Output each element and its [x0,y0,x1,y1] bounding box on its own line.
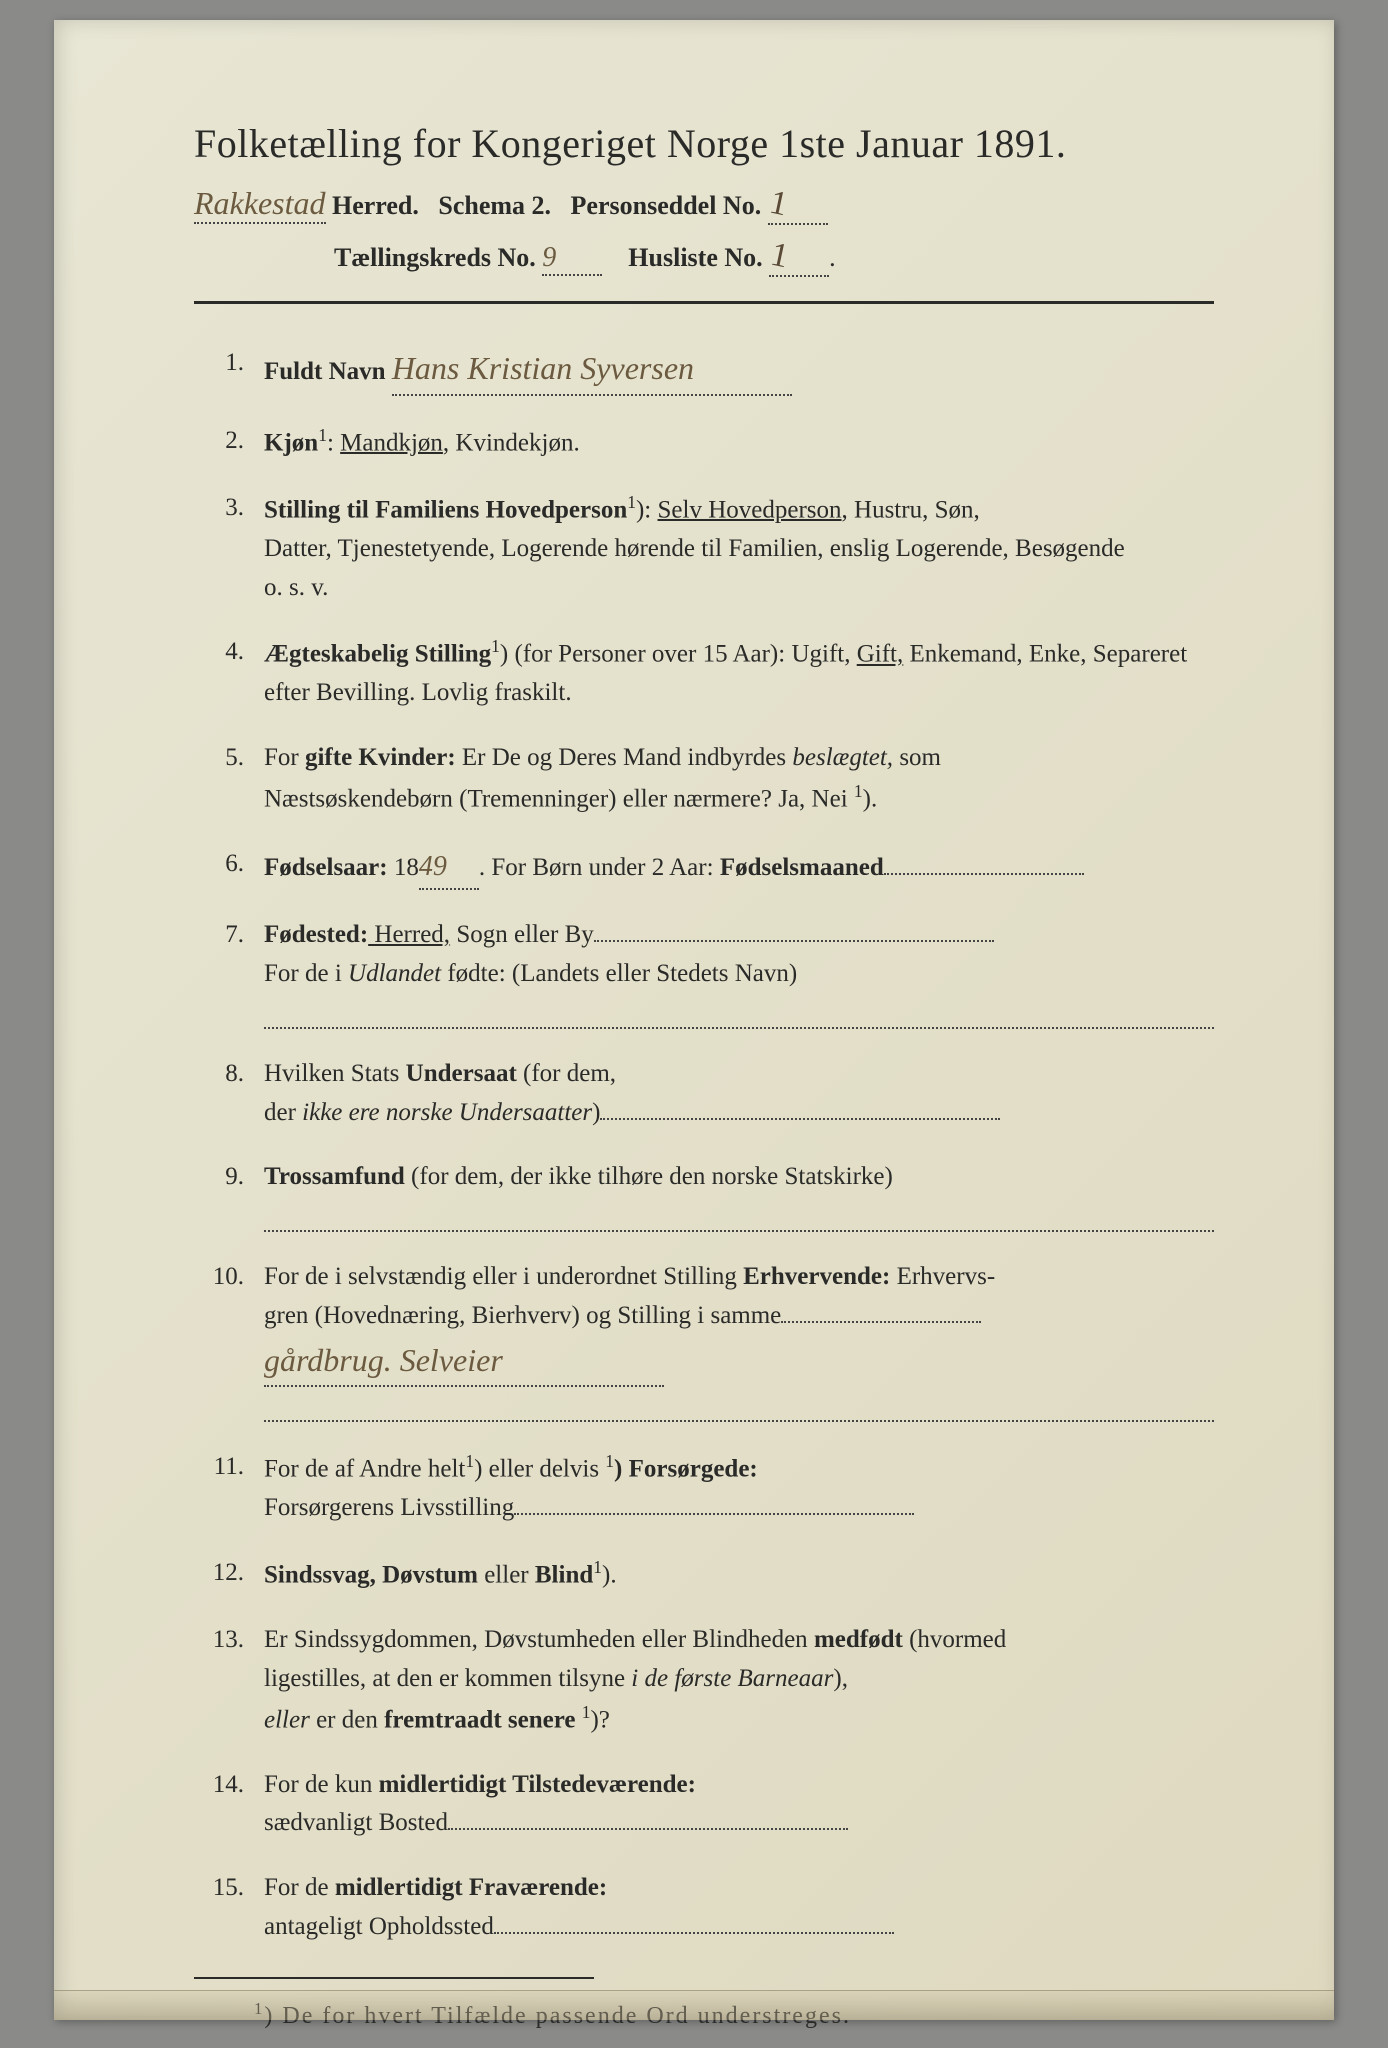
blank-opholdssted [494,1932,894,1934]
item-10: 10. For de i selvstændig eller i underor… [194,1258,1214,1422]
label-aegteskab: Ægteskabelig Stilling [264,641,491,668]
label-fravaerende: midlertidigt Fraværende: [335,1874,607,1901]
label-fodselsaar: Fødselsaar: [264,854,388,881]
item-15: 15. For de midlertidigt Fraværende: anta… [194,1869,1214,1947]
label-tilstedevaerende: midlertidigt Tilstedeværende: [379,1771,696,1798]
blank-undersaat [600,1118,1000,1120]
item-11: 11. For de af Andre helt1) eller delvis … [194,1448,1214,1528]
husliste-no: 1 [767,236,792,277]
blank-erhverv2 [264,1387,1214,1422]
herred-row: Rakkestad Herred. Schema 2. Personseddel… [194,185,1214,225]
value-year: 49 [419,851,447,882]
footnote-rule [194,1977,594,1979]
blank-bosted [448,1828,848,1830]
label-fodested: Fødested: [264,921,368,948]
blank-trossamfund [264,1197,1214,1232]
label-trossamfund: Trossamfund [264,1163,405,1190]
schema-label: Schema 2. [438,191,551,220]
item-12: 12. Sindssvag, Døvstum eller Blind1). [194,1554,1214,1595]
herred-label: Herred. [332,191,419,220]
item-4: 4. Ægteskabelig Stilling1) (for Personer… [194,633,1214,713]
header-rule [194,301,1214,304]
value-navn: Hans Kristian Syversen [392,350,694,386]
form-header: Folketælling for Kongeriget Norge 1ste J… [194,120,1214,277]
item-2: 2. Kjøn1: Mandkjøn, Kvindekjøn. [194,422,1214,463]
selected-hovedperson: Selv Hovedperson [658,496,842,523]
kreds-row: Tællingskreds No. 9 Husliste No. 1. [194,237,1214,277]
label-erhvervende: Erhvervende: [743,1263,890,1290]
label-stilling: Stilling til Familiens Hovedperson [264,496,627,523]
taelling-no: 9 [542,242,556,273]
blank-maaned [884,873,1084,875]
selected-gift: Gift, [857,641,904,668]
label-fodselsmaaned: Fødselsmaaned [720,854,884,881]
item-3: 3. Stilling til Familiens Hovedperson1):… [194,489,1214,608]
item-1: 1. Fuldt Navn Hans Kristian Syversen [194,344,1214,396]
label-medfodt: medfødt [814,1626,903,1653]
label-kjon: Kjøn [264,429,318,456]
item-6: 6. Fødselsaar: 1849. For Børn under 2 Aa… [194,845,1214,890]
label-gifte-kvinder: gifte Kvinder: [305,744,456,771]
item-5: 5. For gifte Kvinder: Er De og Deres Man… [194,739,1214,819]
blank-livsstilling [514,1513,914,1515]
item-13: 13. Er Sindssygdommen, Døvstumheden elle… [194,1621,1214,1740]
selected-mandkjon: Mandkjøn [340,429,443,456]
page-bottom-edge [54,1990,1334,2020]
item-9: 9. Trossamfund (for dem, der ikke tilhør… [194,1158,1214,1232]
husliste-label: Husliste No. [628,243,762,272]
taelling-label: Tællingskreds No. [334,243,536,272]
blank-udlandet [264,994,1214,1029]
label-sindssvag: Sindssvag, Døvstum [264,1561,478,1588]
blank-sogn [594,940,994,942]
item-7: 7. Fødested: Herred, Sogn eller By For d… [194,916,1214,1029]
personseddel-no: 1 [766,184,791,225]
census-form-page: Folketælling for Kongeriget Norge 1ste J… [54,20,1334,2020]
value-erhverv: gårdbrug. Selveier [264,1342,503,1378]
label-forsorgede: ) Forsørgede: [614,1455,758,1482]
herred-handwritten: Rakkestad [194,185,326,221]
personseddel-label: Personseddel No. [571,191,762,220]
item-14: 14. For de kun midlertidigt Tilstedevære… [194,1766,1214,1844]
label-undersaat: Undersaat [406,1060,517,1087]
form-items: 1. Fuldt Navn Hans Kristian Syversen 2. … [194,344,1214,1947]
selected-herred: Herred, [368,921,450,948]
label-navn: Fuldt Navn [264,358,386,385]
form-title: Folketælling for Kongeriget Norge 1ste J… [194,120,1214,167]
item-8: 8. Hvilken Stats Undersaat (for dem, der… [194,1055,1214,1133]
